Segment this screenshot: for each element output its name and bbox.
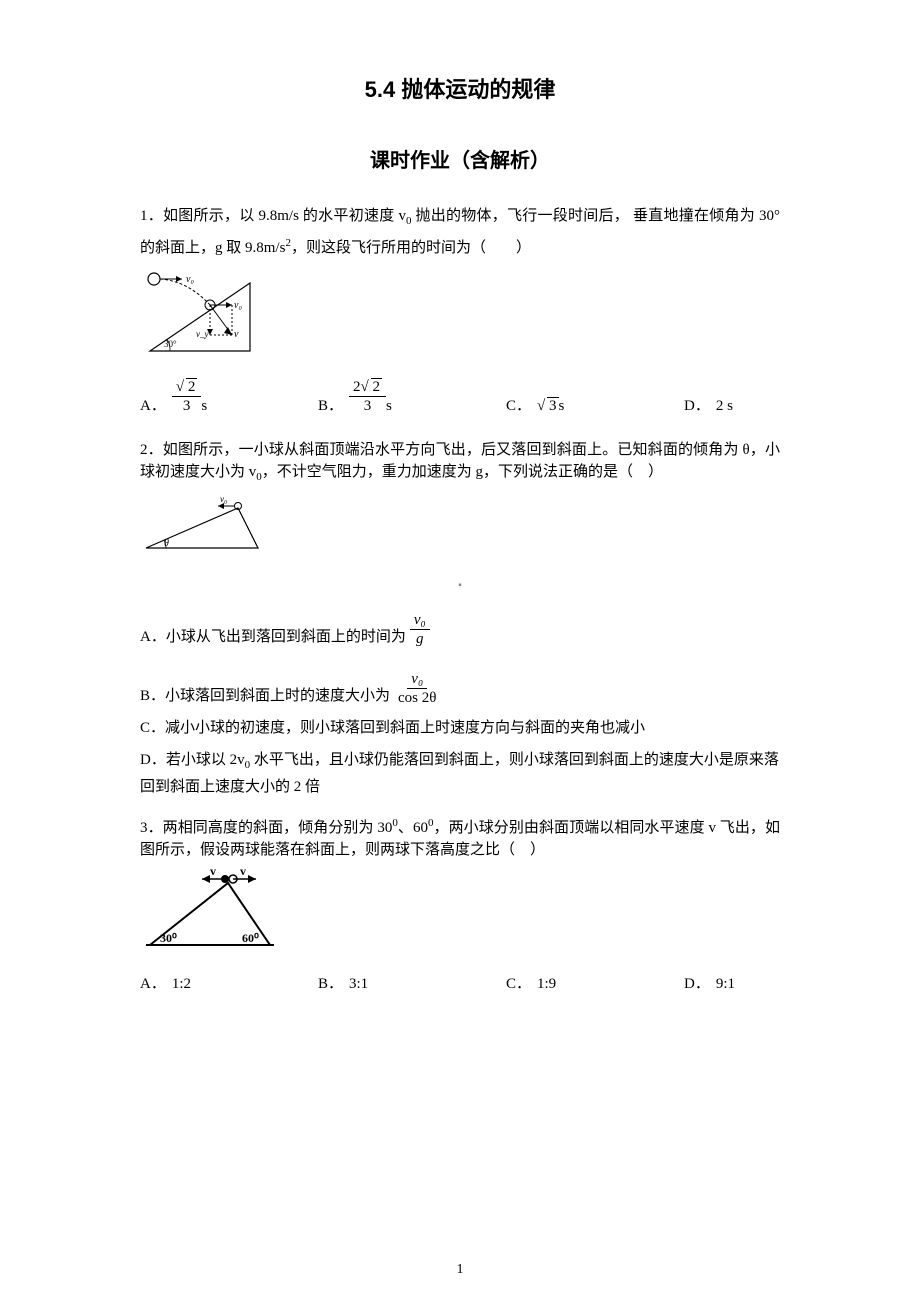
q3-vright-label: v: [240, 867, 246, 878]
q2-a-num: v₀: [410, 611, 430, 630]
q3-stem: 3．两相同高度的斜面，倾角分别为 300、600，两小球分别由斜面顶端以相同水平…: [140, 812, 780, 861]
q1-choice-b: B． 22 3 s: [318, 378, 478, 415]
q3-b-text: 3:1: [349, 976, 368, 993]
center-dot: ▪: [458, 580, 462, 591]
q1-text-b: 抛出的物体，飞行一段时间后，: [411, 208, 629, 224]
q2-svg: θ v₀: [140, 494, 268, 558]
q2-text-b: ，不计空气阻力，重力加速度为 g，下列说法正确的是（ ）: [262, 464, 663, 480]
q2-figure: θ v₀: [140, 494, 780, 563]
q2-option-c: C．减小小球的初速度，则小球落回到斜面上时速度方向与斜面的夹角也减小: [140, 717, 780, 739]
q1-c-label: C．: [506, 394, 531, 415]
q1-b-label: B．: [318, 394, 343, 415]
q2-a-den: g: [412, 630, 428, 648]
q1-c-unit: s: [559, 398, 565, 415]
q3-vleft-label: v: [210, 867, 216, 878]
q3-b-label: B．: [318, 972, 343, 993]
q1-a-frac: 2 3: [172, 378, 202, 415]
q2-a-pre: A．小球从飞出到落回到斜面上的时间为: [140, 626, 406, 648]
q3-right-angle-label: 60⁰: [242, 931, 259, 945]
doc-title: 5.4 抛体运动的规律: [140, 72, 780, 104]
q1-a-den: 3: [179, 397, 195, 415]
q1-b-rad: 2: [371, 378, 383, 395]
q1-angle-label: 30°: [164, 339, 177, 349]
q3-choice-d: D． 9:1: [684, 972, 735, 993]
q3-choice-a: A． 1:2: [140, 972, 290, 993]
q2-option-a: A．小球从飞出到落回到斜面上的时间为 v₀ g: [140, 611, 780, 648]
q1-choice-d: D． 2 s: [684, 394, 733, 415]
q1-a-unit: s: [201, 398, 207, 415]
q1-figure: v₀ v₀ v_y v 30°: [140, 265, 780, 366]
q1-b-frac: 22 3: [349, 378, 386, 415]
q1-d-label: D．: [684, 394, 710, 415]
q3-c-label: C．: [506, 972, 531, 993]
q3-a: 3．两相同高度的斜面，倾角分别为 30: [140, 820, 392, 836]
q1-v-label: v: [234, 329, 239, 340]
q1-v0-top-label: v₀: [186, 274, 194, 285]
q2-b-num: v₀: [407, 670, 427, 689]
q2-v0-label: v₀: [220, 494, 227, 504]
page: 5.4 抛体运动的规律 课时作业（含解析） 1．如图所示，以 9.8m/s 的水…: [0, 0, 920, 1302]
q1-text-d: ，则这段飞行所用的时间为（ ）: [291, 240, 531, 256]
q1-choices: A． 2 3 s B． 22 3 s C． 3s D． 2 s: [140, 378, 780, 415]
q1-vy-label: v_y: [196, 329, 209, 339]
q1-choice-c: C． 3s: [506, 394, 656, 415]
q2-b-den: cos 2θ: [394, 689, 440, 707]
q1-v0-mid-label: v₀: [234, 300, 242, 311]
q1-a-label: A．: [140, 394, 166, 415]
q2-angle-label: θ: [164, 538, 169, 549]
q3-figure: v v 30⁰ 60⁰: [140, 867, 780, 960]
q1-a-rad: 2: [186, 378, 198, 395]
q3-b: 、60: [398, 820, 428, 836]
q3-choices: A． 1:2 B． 3:1 C． 1:9 D． 9:1: [140, 972, 780, 993]
q2-option-b: B．小球落回到斜面上时的速度大小为 v₀ cos 2θ: [140, 670, 780, 707]
q3-c-text: 1:9: [537, 976, 556, 993]
q3-svg: v v 30⁰ 60⁰: [140, 867, 290, 955]
q1-svg: v₀ v₀ v_y v 30°: [140, 265, 268, 361]
q2-stem: 2．如图所示，一小球从斜面顶端沿水平方向飞出，后又落回到斜面上。已知斜面的倾角为…: [140, 439, 780, 488]
q2-d-a: D．若小球以 2v: [140, 752, 245, 768]
q3-left-angle-label: 30⁰: [160, 931, 177, 945]
q1-text-a: 1．如图所示，以 9.8m/s 的水平初速度 v: [140, 208, 406, 224]
q3-choice-c: C． 1:9: [506, 972, 656, 993]
doc-subtitle: 课时作业（含解析）: [140, 144, 780, 173]
q3-choice-b: B． 3:1: [318, 972, 478, 993]
q2-b-pre: B．小球落回到斜面上时的速度大小为: [140, 685, 390, 707]
q3-d-text: 9:1: [716, 976, 735, 993]
q1-d-text: 2 s: [716, 398, 733, 415]
q1-b-den: 3: [360, 397, 376, 415]
q1-c-rad: 3: [547, 397, 559, 414]
q1-b-coef: 2: [353, 379, 361, 395]
q3-a-label: A．: [140, 972, 166, 993]
q3-d-label: D．: [684, 972, 710, 993]
q1-choice-a: A． 2 3 s: [140, 378, 290, 415]
page-number: 1: [0, 1262, 920, 1278]
q2-option-d: D．若小球以 2v0 水平飞出，且小球仍能落回到斜面上，则小球落回到斜面上的速度…: [140, 749, 780, 798]
q1-b-unit: s: [386, 398, 392, 415]
q1-stem: 1．如图所示，以 9.8m/s 的水平初速度 v0 抛出的物体，飞行一段时间后，…: [140, 205, 780, 259]
q3-a-text: 1:2: [172, 976, 191, 993]
